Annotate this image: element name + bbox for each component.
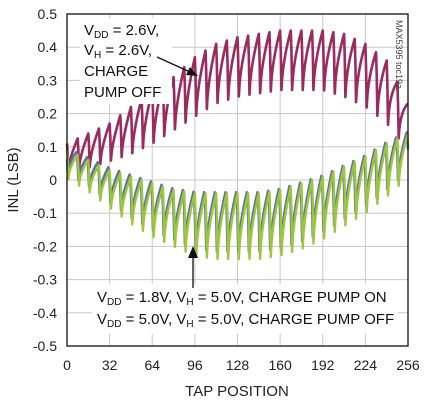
x-tick-label: 32 bbox=[102, 357, 118, 373]
annotation-bottom-line1: VDD = 1.8V, VH = 5.0V, CHARGE PUMP ON bbox=[97, 289, 387, 308]
annotation-bottom-arrowhead bbox=[188, 246, 198, 258]
x-tick-label: 160 bbox=[268, 357, 292, 373]
y-tick-label: 0.2 bbox=[38, 106, 58, 122]
annotation-bottom-bg bbox=[92, 284, 398, 334]
plot-frame bbox=[66, 13, 409, 347]
y-tick-label: 0.4 bbox=[38, 39, 58, 55]
x-tick-label: 128 bbox=[226, 357, 250, 373]
y-tick-label: -0.5 bbox=[33, 338, 57, 354]
figure-code: MAX5395 toc19a bbox=[394, 20, 404, 89]
x-tick-label: 256 bbox=[396, 357, 420, 373]
y-tick-label: -0.3 bbox=[33, 272, 57, 288]
annotation-top-arrow-line bbox=[156, 56, 191, 73]
annotation-bottom: VDD = 1.8V, VH = 5.0V, CHARGE PUMP ON VD… bbox=[92, 246, 398, 334]
y-tick-label: 0.5 bbox=[38, 6, 58, 22]
y-tick-labels: 0.5 0.4 0.3 0.2 0.1 0 -0.1 -0.2 -0.3 -0.4 -0.5 bbox=[33, 6, 57, 354]
annotation-top-line1: VDD = 2.6V, bbox=[84, 22, 159, 41]
annotation-top: VDD = 2.6V, VH = 2.6V, CHARGE PUMP OFF bbox=[80, 18, 198, 104]
annotation-bottom-line2: VDD = 5.0V, VH = 5.0V, CHARGE PUMP OFF bbox=[97, 311, 394, 330]
x-tick-label: 224 bbox=[354, 357, 378, 373]
x-tick-label: 96 bbox=[187, 357, 203, 373]
y-tick-label: 0.3 bbox=[38, 72, 58, 88]
annotation-top-arrowhead bbox=[186, 67, 198, 76]
series-line-0 bbox=[65, 29, 409, 173]
x-tick-label: 192 bbox=[311, 357, 335, 373]
y-tick-label: -0.2 bbox=[33, 238, 57, 254]
series-line-2 bbox=[65, 133, 410, 261]
annotation-top-line4: PUMP OFF bbox=[84, 84, 161, 101]
annotation-top-line3: CHARGE bbox=[84, 63, 148, 80]
annotation-top-line2: VH = 2.6V, bbox=[84, 42, 152, 61]
y-tick-label: 0 bbox=[49, 172, 57, 188]
x-tick-labels: 0 32 64 96 128 160 192 224 256 bbox=[63, 357, 420, 373]
y-axis-label: INL (LSB) bbox=[5, 147, 22, 212]
x-tick-label: 64 bbox=[144, 357, 160, 373]
x-axis-label: TAP POSITION bbox=[185, 383, 289, 400]
annotation-top-bg bbox=[80, 18, 172, 104]
y-tick-label: -0.1 bbox=[33, 205, 57, 221]
y-tick-label: -0.4 bbox=[33, 305, 57, 321]
y-tick-label: 0.1 bbox=[38, 139, 58, 155]
series-layer bbox=[65, 29, 410, 261]
x-tick-label: 0 bbox=[63, 357, 71, 373]
